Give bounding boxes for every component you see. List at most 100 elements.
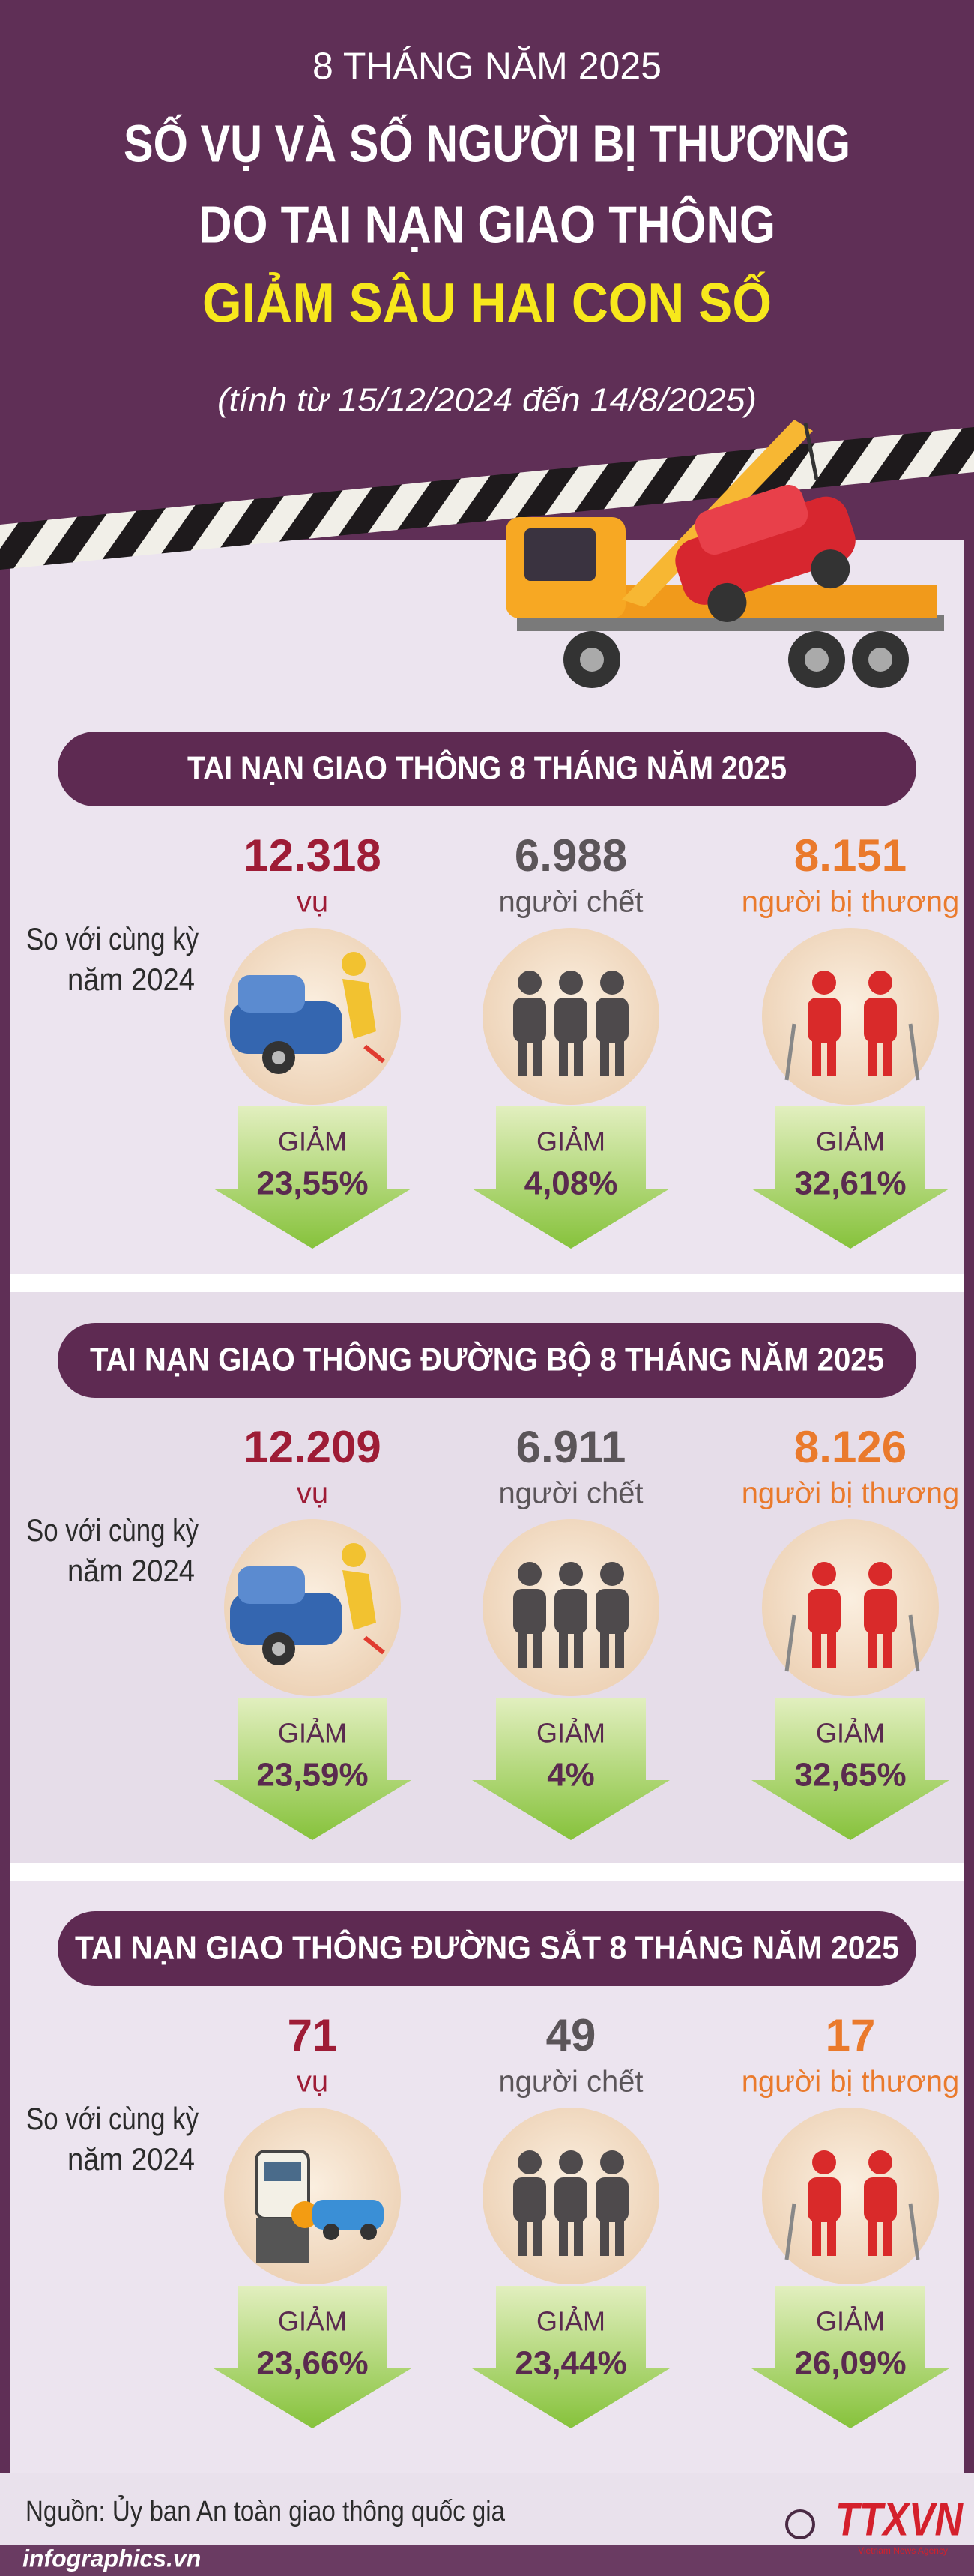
change-arrow [214,1698,411,1840]
section-pill [58,1323,916,1398]
icon-part [513,2177,546,2222]
icon-part [600,1039,609,1076]
icon-part [808,1589,841,1634]
icon-part [868,1630,877,1668]
stat-unit: người bị thương [742,2066,960,2099]
compare-label: năm 2024 [67,2141,195,2177]
icon-part [518,1630,527,1668]
icon-part [518,971,542,995]
title-highlight: GIẢM SÂU HAI CON SỐ [202,272,772,334]
icon-part [615,1630,624,1668]
top-line: 8 THÁNG NĂM 2025 [312,45,662,87]
icon-part [363,1635,385,1655]
change-label: GIẢM [536,1126,605,1157]
icon-part [883,1630,892,1668]
change-label: GIẢM [536,2306,605,2337]
icon-part [812,1630,821,1668]
change-arrow [751,1698,949,1840]
icon-part [883,2218,892,2256]
change-label: GIẢM [278,1126,347,1157]
stat-unit: người chết [498,886,643,919]
source: Nguồn: Ủy ban An toàn giao thông quốc gi… [25,2494,506,2527]
icon-part [808,998,841,1043]
icon-part [554,1589,587,1634]
panel-gap [10,1863,964,1881]
icon-part [883,1039,892,1076]
icon-part [272,1051,285,1064]
icon-part [596,2177,629,2222]
section-title: TAI NẠN GIAO THÔNG ĐƯỜNG BỘ 8 THÁNG NĂM … [90,1340,884,1378]
stat-unit: vụ [297,1477,328,1510]
icon-part [238,975,305,1013]
icon-part [615,1039,624,1076]
icon-part [518,1562,542,1586]
change-value: 32,61% [794,1165,906,1202]
section-title: TAI NẠN GIAO THÔNG ĐƯỜNG SẮT 8 THÁNG NĂM… [75,1928,899,1967]
icon-part [600,1562,624,1586]
stat-value: 6.911 [516,1422,626,1472]
change-value: 4% [547,1757,595,1794]
icon-part [238,1566,305,1604]
footer-bg [0,2473,974,2548]
icon-part [827,1039,836,1076]
change-label: GIẢM [816,1718,885,1749]
compare-label: So với cùng kỳ [26,1512,199,1548]
panel-gap [10,1274,964,1292]
change-arrow [472,1106,670,1249]
icon-part [342,952,366,976]
icon-part [908,2203,920,2260]
icon-part [342,1570,376,1630]
icon-part [533,1039,542,1076]
stat-value: 12.209 [244,1422,381,1472]
logo-sub: Vietnam News Agency [858,2545,948,2556]
period: (tính từ 15/12/2024 đến 14/8/2025) [217,382,757,419]
icon-part [596,998,629,1043]
stat-unit: người chết [498,1477,643,1510]
icon-part [230,1593,342,1645]
compare-label: So với cùng kỳ [26,2101,199,2136]
icon-part [291,2201,318,2228]
hazard-stripe [0,427,974,570]
change-value: 23,44% [515,2345,626,2382]
change-value: 32,65% [794,1757,906,1794]
icon-part [312,2200,384,2230]
stat-value: 8.151 [794,830,907,881]
section: TAI NẠN GIAO THÔNG 8 THÁNG NĂM 2025 So vớ… [26,732,959,1249]
icon-part [908,1614,920,1672]
icon-part [600,2150,624,2174]
change-value: 23,66% [256,2345,368,2382]
copyright-icon [785,2509,815,2539]
change-arrow [472,2286,670,2428]
compare-label: năm 2024 [67,962,195,997]
icon-part [559,1039,568,1076]
icon-part [342,979,376,1039]
title-line: SỐ VỤ VÀ SỐ NGƯỜI BỊ THƯƠNG [124,113,850,172]
icon-part [596,1589,629,1634]
icon-circle [224,2108,401,2284]
icon-part [554,2177,587,2222]
stat-value: 6.988 [515,830,627,881]
compare-label: năm 2024 [67,1553,195,1588]
stat-value: 12.318 [244,830,381,881]
icon-part [784,1023,796,1081]
change-value: 23,55% [256,1165,368,1202]
title-line: DO TAI NẠN GIAO THÔNG [199,194,775,253]
icon-part [827,1630,836,1668]
change-label: GIẢM [816,2306,885,2337]
icon-part [600,2218,609,2256]
change-value: 4,08% [524,1165,618,1202]
icon-part [264,2162,301,2181]
stat-unit: người chết [498,2066,643,2099]
change-arrow [751,2286,949,2428]
change-label: GIẢM [536,1718,605,1749]
icon-part [812,2218,821,2256]
icon-part [559,2150,583,2174]
stat-unit: vụ [297,886,328,919]
stat-value: 49 [546,2010,596,2060]
icon-part [864,998,897,1043]
icon-part [574,1630,583,1668]
icon-part [812,1039,821,1076]
stat-unit: người bị thương [742,886,960,919]
